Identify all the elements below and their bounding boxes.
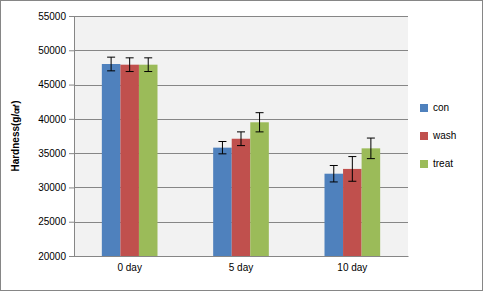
x-axis: 0 day 5 day 10 day bbox=[75, 256, 409, 273]
error-stem bbox=[370, 138, 371, 159]
plot-background bbox=[74, 16, 408, 256]
error-bar bbox=[330, 165, 338, 181]
error-cap bbox=[367, 158, 375, 159]
bar bbox=[343, 169, 362, 256]
error-cap bbox=[330, 165, 338, 166]
x-tick-label: 0 day bbox=[117, 262, 141, 273]
error-cap bbox=[256, 131, 264, 132]
bar bbox=[120, 65, 139, 256]
y-tick: 35000 bbox=[38, 148, 74, 159]
y-tick: 20000 bbox=[38, 251, 74, 262]
bar bbox=[325, 174, 344, 256]
y-axis: 20000 25000 30000 35000 40000 45000 50000 55000 bbox=[38, 11, 74, 262]
legend-label: wash bbox=[432, 130, 456, 141]
error-cap bbox=[144, 57, 152, 58]
error-cap bbox=[107, 57, 115, 58]
y-tick-mark bbox=[69, 119, 74, 120]
bar bbox=[102, 64, 121, 256]
grid-line bbox=[74, 50, 408, 51]
y-tick-mark bbox=[69, 222, 74, 223]
legend-swatch bbox=[420, 132, 428, 140]
bar bbox=[250, 122, 269, 256]
error-stem bbox=[111, 57, 112, 71]
x-tick: 5 day bbox=[229, 256, 253, 273]
legend-swatch bbox=[420, 160, 428, 168]
y-tick: 40000 bbox=[38, 114, 74, 125]
error-stem bbox=[241, 132, 242, 146]
error-cap bbox=[218, 141, 226, 142]
y-tick-label: 25000 bbox=[38, 216, 66, 227]
grid-line bbox=[74, 16, 408, 17]
error-cap bbox=[367, 138, 375, 139]
y-tick-label: 50000 bbox=[38, 45, 66, 56]
y-tick-label: 45000 bbox=[38, 79, 66, 90]
y-tick-mark bbox=[69, 153, 74, 154]
bar bbox=[362, 148, 381, 256]
marks bbox=[102, 57, 380, 256]
grid-line bbox=[74, 256, 408, 257]
error-cap bbox=[126, 57, 134, 58]
error-cap bbox=[348, 181, 356, 182]
grid bbox=[74, 17, 408, 257]
legend-label: treat bbox=[433, 158, 453, 169]
legend: con wash treat bbox=[420, 102, 456, 169]
error-bar bbox=[237, 132, 245, 146]
chart: 20000 25000 30000 35000 40000 45000 50000 55000… bbox=[0, 0, 483, 291]
error-stem bbox=[129, 58, 130, 72]
x-tick-label: 5 day bbox=[229, 262, 253, 273]
legend-label: con bbox=[433, 102, 449, 113]
error-bar bbox=[144, 58, 152, 72]
y-tick-label: 35000 bbox=[38, 148, 66, 159]
error-stem bbox=[259, 113, 260, 132]
y-tick: 55000 bbox=[38, 11, 74, 22]
error-bar bbox=[126, 58, 134, 72]
y-tick-mark bbox=[69, 187, 74, 188]
error-cap bbox=[348, 156, 356, 157]
y-axis-line bbox=[69, 17, 75, 257]
error-cap bbox=[107, 70, 115, 71]
series-0 bbox=[102, 57, 343, 256]
series-1 bbox=[120, 58, 361, 256]
error-cap bbox=[330, 181, 338, 182]
error-bar bbox=[256, 113, 264, 132]
y-tick: 30000 bbox=[38, 182, 74, 193]
y-tick-label: 20000 bbox=[38, 251, 66, 262]
y-axis-title: Hardness(g/㎠) bbox=[10, 100, 21, 171]
error-cap bbox=[237, 131, 245, 132]
y-tick-mark bbox=[69, 50, 74, 51]
x-tick-label: 10 day bbox=[337, 262, 367, 273]
bar bbox=[213, 148, 232, 256]
bar bbox=[232, 139, 251, 256]
y-tick-mark bbox=[69, 85, 74, 86]
error-cap bbox=[126, 71, 134, 72]
y-tick: 25000 bbox=[38, 216, 74, 227]
y-tick-mark bbox=[69, 256, 74, 257]
error-stem bbox=[333, 165, 334, 181]
error-bar bbox=[348, 157, 356, 182]
error-stem bbox=[148, 58, 149, 72]
legend-swatch bbox=[420, 104, 428, 112]
error-cap bbox=[144, 71, 152, 72]
y-tick-label: 30000 bbox=[38, 182, 66, 193]
series-2 bbox=[139, 58, 380, 256]
error-stem bbox=[222, 141, 223, 153]
error-stem bbox=[352, 157, 353, 182]
y-tick-mark bbox=[69, 16, 74, 17]
error-bar bbox=[218, 141, 226, 153]
y-tick: 50000 bbox=[38, 45, 74, 56]
x-axis-line bbox=[75, 256, 409, 257]
x-tick: 0 day bbox=[117, 256, 141, 273]
error-cap bbox=[256, 112, 264, 113]
error-cap bbox=[218, 153, 226, 154]
bar bbox=[139, 65, 158, 256]
x-tick: 10 day bbox=[337, 256, 367, 273]
chart-border bbox=[1, 1, 483, 291]
error-cap bbox=[237, 145, 245, 146]
y-tick-label: 40000 bbox=[38, 114, 66, 125]
error-bar bbox=[367, 138, 375, 159]
y-tick: 45000 bbox=[38, 79, 74, 90]
error-bar bbox=[107, 57, 115, 71]
y-tick-label: 55000 bbox=[38, 11, 66, 22]
